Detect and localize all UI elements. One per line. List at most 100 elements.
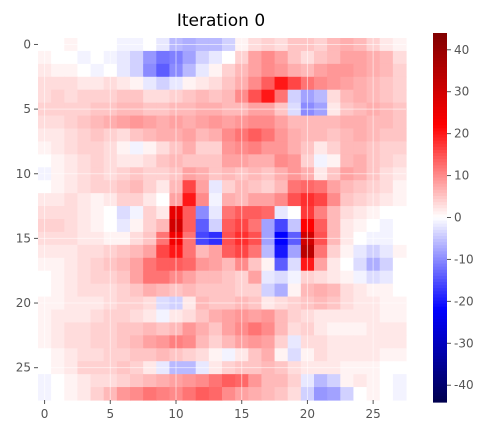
- colorbar-segment: [433, 362, 447, 366]
- colorbar-segment: [433, 352, 447, 357]
- heatmap-cell: [77, 193, 92, 207]
- heatmap-cell: [116, 128, 131, 143]
- heatmap-cell: [287, 141, 302, 155]
- heatmap-cell: [116, 89, 131, 104]
- heatmap-cell: [314, 89, 328, 104]
- heatmap-cell: [130, 387, 144, 401]
- heatmap-cell: [314, 63, 328, 78]
- heatmap-cell: [327, 154, 341, 168]
- colorbar-segment: [433, 85, 447, 89]
- colorbar-segment: [433, 45, 447, 49]
- colorbar: 40 30 20 10 0 -10 -20 -30 -40: [433, 33, 474, 403]
- heatmap-cell: [130, 348, 144, 362]
- heatmap-cell: [274, 63, 289, 78]
- heatmap-cell: [90, 180, 105, 194]
- colorbar-tick-label: -30: [454, 336, 474, 350]
- heatmap-cell: [116, 309, 131, 324]
- heatmap-cell: [340, 128, 355, 143]
- heatmap-cell: [208, 335, 223, 349]
- heatmap-cell: [274, 76, 289, 91]
- heatmap-cell: [392, 50, 407, 65]
- colorbar-segment: [433, 291, 447, 295]
- heatmap-cell: [116, 335, 131, 349]
- heatmap-cell: [195, 387, 210, 401]
- colorbar-segment: [433, 235, 447, 240]
- chart-title: Iteration 0: [177, 11, 265, 31]
- heatmap-cell: [77, 244, 92, 259]
- colorbar-tick-label: 0: [454, 211, 462, 225]
- heatmap-cell: [77, 115, 92, 130]
- heatmap-cell: [208, 128, 223, 143]
- heatmap-cell: [287, 348, 302, 362]
- colorbar-segment: [433, 159, 447, 163]
- heatmap-cell: [208, 180, 223, 194]
- heatmap-cell: [90, 270, 105, 285]
- heatmap-cell: [195, 180, 210, 194]
- heatmap-cell: [353, 141, 368, 155]
- heatmap-cell: [274, 180, 289, 194]
- heatmap-cell: [222, 335, 236, 349]
- colorbar-tick-label: 20: [454, 127, 469, 141]
- heatmap-cell: [182, 219, 197, 233]
- heatmap-cell: [90, 283, 105, 298]
- heatmap-cell: [222, 374, 236, 388]
- heatmap-cell: [143, 348, 157, 362]
- heatmap-cell: [64, 76, 79, 91]
- heatmap-cell: [156, 219, 171, 233]
- colorbar-segment: [433, 322, 447, 326]
- heatmap-cell: [116, 180, 131, 194]
- heatmap-cell: [379, 322, 394, 336]
- heatmap-cell: [195, 206, 210, 220]
- heatmap-cell: [274, 374, 289, 388]
- heatmap-cell: [314, 206, 328, 220]
- heatmap-cell: [143, 50, 157, 65]
- heatmap-cell: [182, 128, 197, 143]
- heatmap-cell: [156, 115, 171, 130]
- heatmap-cell: [156, 76, 171, 91]
- heatmap-cell: [287, 335, 302, 349]
- heatmap-cell: [392, 257, 407, 272]
- heatmap-cell: [222, 206, 236, 220]
- heatmap-cell: [182, 154, 197, 168]
- colorbar-segment: [433, 174, 447, 179]
- colorbar-segment: [433, 100, 447, 105]
- heatmap-cell: [195, 115, 210, 130]
- heatmap-cell: [261, 335, 276, 349]
- colorbar-segment: [433, 272, 447, 277]
- heatmap-cell: [261, 115, 276, 130]
- heatmap-cell: [156, 50, 171, 65]
- heatmap-cell: [261, 76, 276, 91]
- heatmap-cell: [392, 154, 407, 168]
- heatmap-cell: [392, 193, 407, 207]
- heatmap-cell: [340, 141, 355, 155]
- heatmap-cell: [340, 244, 355, 259]
- heatmap-cell: [130, 244, 144, 259]
- heatmap-cell: [248, 128, 263, 143]
- heatmap-cell: [143, 154, 157, 168]
- heatmap-cell: [248, 244, 263, 259]
- heatmap-cell: [156, 270, 171, 285]
- heatmap-cell: [90, 206, 105, 220]
- heatmap-cell: [327, 193, 341, 207]
- colorbar-segment: [433, 156, 447, 160]
- heatmap-cell: [222, 128, 236, 143]
- heatmap-cell: [287, 309, 302, 324]
- heatmap-cell: [51, 50, 65, 65]
- heatmap-cell: [64, 387, 79, 401]
- heatmap-cell: [195, 374, 210, 388]
- heatmap-cell: [353, 76, 368, 91]
- heatmap-cell: [208, 141, 223, 155]
- heatmap-cell: [64, 244, 79, 259]
- heatmap-cell: [248, 206, 263, 220]
- colorbar-tick-label: -10: [454, 252, 474, 266]
- heatmap-cell: [261, 63, 276, 78]
- heatmap-cell: [314, 115, 328, 130]
- heatmap-cell: [143, 206, 157, 220]
- heatmap-cell: [156, 128, 171, 143]
- heatmap-cell: [379, 50, 394, 65]
- heatmap-cell: [274, 322, 289, 336]
- heatmap-cell: [208, 63, 223, 78]
- colorbar-segment: [433, 140, 447, 145]
- heatmap-cell: [156, 309, 171, 324]
- heatmap-cell: [156, 374, 171, 388]
